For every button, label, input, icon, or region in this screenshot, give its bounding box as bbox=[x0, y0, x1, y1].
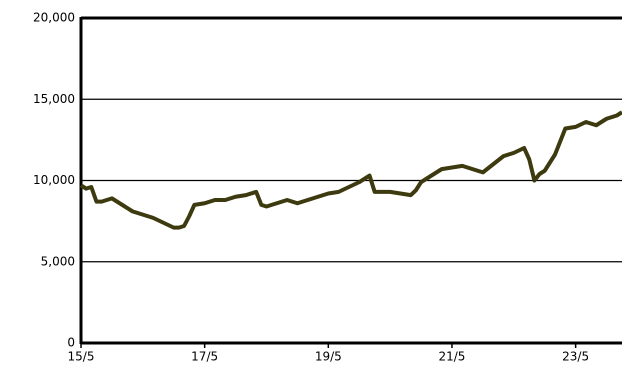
x-tick-label: 19/5 bbox=[315, 350, 342, 364]
x-tick-label: 17/5 bbox=[191, 350, 218, 364]
x-tick-label: 23/5 bbox=[562, 350, 589, 364]
x-tick-label: 21/5 bbox=[438, 350, 465, 364]
y-tick-label: 10,000 bbox=[33, 173, 75, 187]
y-tick-label: 5,000 bbox=[41, 254, 75, 268]
x-tick-label: 15/5 bbox=[68, 350, 95, 364]
y-tick-label: 15,000 bbox=[33, 92, 75, 106]
y-tick-label: 0 bbox=[67, 336, 75, 350]
y-tick-label: 20,000 bbox=[33, 11, 75, 25]
line bbox=[79, 110, 622, 230]
